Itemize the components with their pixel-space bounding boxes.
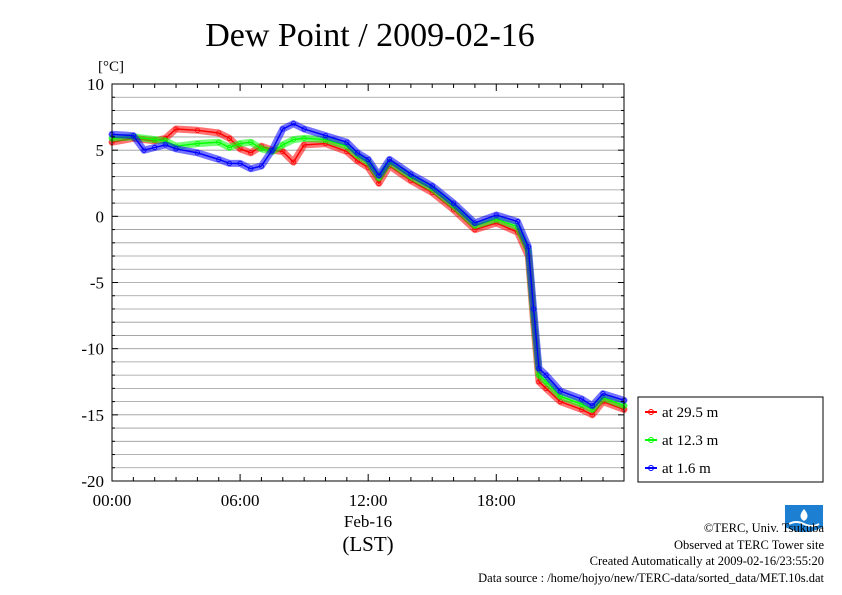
footer-credits: ©TERC, Univ. Tsukuba Observed at TERC To…	[478, 520, 824, 586]
y-tick-label: -5	[90, 274, 104, 293]
data-point	[269, 147, 275, 153]
data-point	[600, 391, 606, 397]
legend-marker	[648, 437, 654, 443]
data-point	[290, 121, 297, 127]
data-point	[216, 139, 222, 145]
data-point	[450, 200, 457, 206]
data-point	[536, 365, 542, 372]
legend-marker	[648, 409, 654, 415]
data-point	[280, 148, 286, 155]
legend-label: at 29.5 m	[662, 405, 719, 421]
y-tick-labels: 10 5 0 -5 -10 -15 -20	[81, 75, 104, 491]
copyright-text: ©TERC, Univ. Tsukuba	[703, 521, 824, 535]
data-point	[354, 150, 361, 156]
observed-text: Observed at TERC Tower site	[673, 537, 824, 552]
grid-lines	[112, 96, 624, 469]
legend-marker	[648, 465, 654, 471]
data-point	[280, 142, 286, 148]
data-point	[493, 212, 499, 218]
y-tick-label: -20	[81, 472, 104, 491]
chart-title: Dew Point / 2009-02-16	[205, 17, 535, 54]
data-point	[152, 144, 158, 151]
x-axis-label: (LST)	[342, 532, 393, 556]
y-tick-label: 10	[87, 75, 104, 94]
series-line	[111, 136, 625, 411]
x-tick-labels: 00:00 06:00 12:00 18:00	[93, 491, 516, 510]
series-line	[111, 123, 625, 407]
y-tick-label: 0	[96, 207, 105, 226]
legend-label: at 1.6 m	[662, 461, 711, 477]
data-point	[130, 133, 136, 139]
data-point	[237, 140, 243, 147]
legend-label: at 12.3 m	[662, 433, 719, 449]
data-point	[515, 219, 521, 225]
data-point	[194, 150, 200, 156]
data-point	[173, 126, 179, 132]
data-point	[226, 135, 233, 141]
x-tick-label: 18:00	[477, 491, 516, 510]
y-axis-unit: [°C]	[98, 59, 124, 75]
data-point	[248, 166, 254, 172]
data-point	[194, 127, 200, 133]
data-point	[258, 146, 265, 152]
data-point	[280, 126, 286, 132]
series-layer	[108, 120, 628, 419]
data-point	[162, 142, 168, 148]
data-point	[141, 147, 147, 153]
data-point	[472, 220, 478, 226]
axis-ticks	[112, 83, 624, 482]
data-point	[194, 140, 200, 147]
data-point	[408, 171, 414, 177]
x-tick-label: 12:00	[349, 491, 388, 510]
data-point	[376, 172, 382, 178]
legend: at 29.5 m at 12.3 m at 1.6 m	[645, 405, 719, 477]
data-point	[216, 156, 222, 163]
data-point	[226, 144, 233, 151]
data-point	[543, 372, 549, 378]
data-point	[344, 139, 350, 145]
legend-box	[637, 396, 824, 483]
data-point	[365, 156, 371, 163]
data-point	[322, 133, 329, 139]
x-tick-label: 06:00	[221, 491, 260, 510]
y-tick-label: -15	[81, 406, 104, 425]
data-point	[258, 163, 265, 169]
data-point	[290, 136, 297, 143]
series-band	[108, 133, 628, 413]
data-point	[429, 183, 435, 189]
terc-logo	[783, 503, 825, 542]
x-tick-label: 00:00	[93, 491, 132, 510]
data-point	[301, 142, 307, 148]
date-label: Feb-16	[344, 512, 392, 531]
data-point	[557, 388, 563, 394]
series-line	[111, 128, 625, 416]
data-point	[531, 306, 537, 312]
data-point	[237, 160, 243, 166]
data-point	[525, 244, 531, 250]
data-point	[173, 146, 179, 152]
data-point	[301, 135, 307, 141]
data-point	[152, 136, 158, 143]
data-point	[248, 139, 254, 145]
y-tick-label: -10	[81, 340, 104, 359]
data-point	[589, 402, 595, 409]
source-text: Data source : /home/hojyo/new/TERC-data/…	[478, 570, 824, 585]
data-point	[226, 160, 233, 166]
data-point	[216, 130, 222, 136]
created-text: Created Automatically at 2009-02-16/23:5…	[589, 554, 824, 568]
data-point	[248, 150, 254, 156]
y-tick-label: 5	[96, 141, 105, 160]
data-point	[290, 159, 297, 165]
terc-logo-icon	[785, 505, 823, 532]
data-point	[386, 156, 393, 163]
data-point	[579, 396, 585, 402]
data-point	[301, 126, 307, 132]
